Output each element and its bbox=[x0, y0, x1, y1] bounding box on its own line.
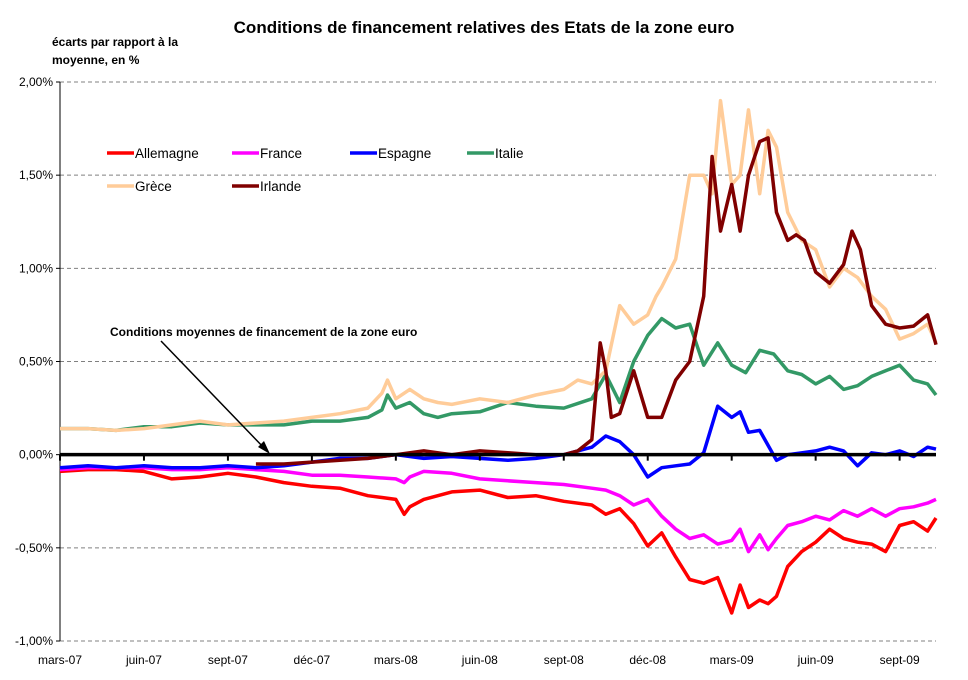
y-axis-label-line-1: écarts par rapport à la bbox=[52, 35, 178, 49]
x-tick-label: juin-09 bbox=[797, 653, 834, 667]
legend: Allemagne France Espagne Italie Grèce Irlande bbox=[107, 146, 524, 194]
series-line-gr-ce bbox=[60, 98, 938, 433]
x-tick-label: mars-09 bbox=[710, 653, 754, 667]
annotation-arrow bbox=[160, 340, 267, 451]
x-tick-label: mars-07 bbox=[38, 653, 82, 667]
x-axis: mars-07 juin-07 sept-07 déc-07 mars-08 juin-0… bbox=[38, 653, 920, 667]
legend-label-allemagne: Allemagne bbox=[135, 146, 199, 161]
x-tick-label: sept-07 bbox=[208, 653, 248, 667]
y-tick-label: 0,50% bbox=[19, 355, 53, 369]
x-tick-label: sept-09 bbox=[880, 653, 920, 667]
series-lines bbox=[59, 98, 938, 615]
series-line-espagne bbox=[59, 404, 937, 479]
x-tick-label: sept-08 bbox=[544, 653, 584, 667]
series-line-france bbox=[59, 465, 937, 554]
legend-label-france: France bbox=[260, 146, 302, 161]
x-tick-label: juin-07 bbox=[125, 653, 162, 667]
y-tick-label: 1,50% bbox=[19, 168, 53, 182]
x-tick-label: déc-07 bbox=[294, 653, 331, 667]
x-tick-label: juin-08 bbox=[461, 653, 498, 667]
reference-line bbox=[59, 452, 936, 461]
gridlines bbox=[60, 81, 936, 642]
legend-label-irlande: Irlande bbox=[260, 179, 301, 194]
y-tick-label: -0,50% bbox=[15, 541, 53, 555]
annotation-text: Conditions moyennes de financement de la… bbox=[110, 325, 417, 339]
y-axis-label-line-2: moyenne, en % bbox=[52, 53, 140, 67]
y-tick-label: 1,00% bbox=[19, 261, 53, 275]
legend-label-espagne: Espagne bbox=[378, 146, 431, 161]
x-tick-label: mars-08 bbox=[374, 653, 418, 667]
annotation: Conditions moyennes de financement de la… bbox=[110, 325, 417, 454]
y-tick-label: -1,00% bbox=[15, 634, 53, 648]
x-tick-label: déc-08 bbox=[629, 653, 666, 667]
annotation-arrowhead bbox=[258, 441, 270, 454]
y-tick-label: 0,00% bbox=[19, 448, 53, 462]
series-line-irlande bbox=[255, 136, 938, 466]
y-tick-label: 2,00% bbox=[19, 75, 53, 89]
series-line-allemagne bbox=[59, 467, 938, 615]
y-axis: 2,00% 1,50% 1,00% 0,50% 0,00% -0,50% -1,00% bbox=[15, 75, 61, 648]
chart-title: Conditions de financement relatives des … bbox=[234, 18, 735, 37]
legend-label-gr-ce: Grèce bbox=[135, 179, 172, 194]
legend-label-italie: Italie bbox=[495, 146, 524, 161]
